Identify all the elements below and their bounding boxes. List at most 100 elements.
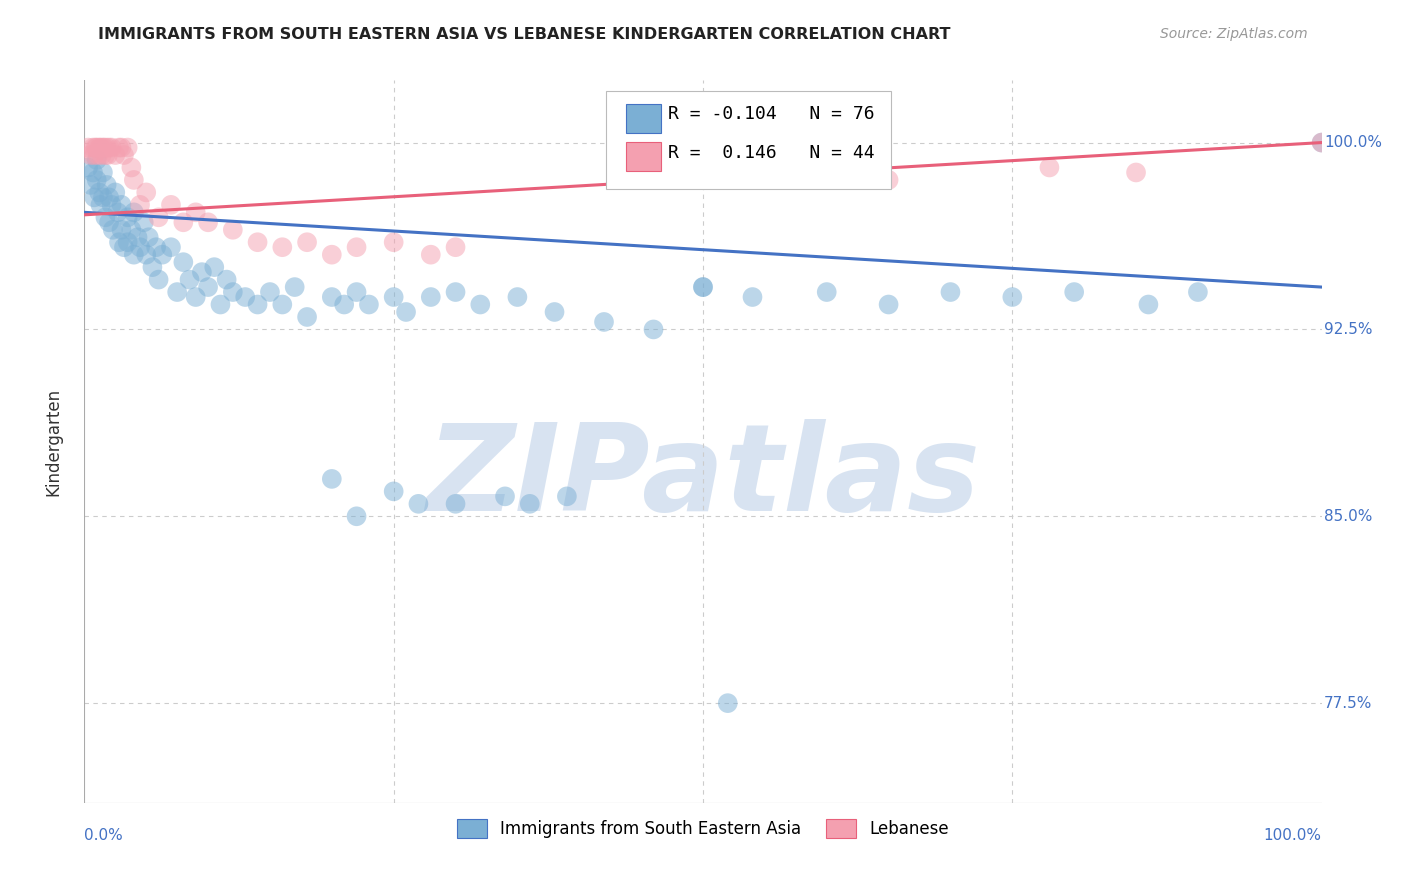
Point xyxy=(172,255,194,269)
Point xyxy=(197,280,219,294)
FancyBboxPatch shape xyxy=(626,142,661,170)
Point xyxy=(179,272,201,286)
Text: 0.0%: 0.0% xyxy=(84,828,124,843)
Point xyxy=(82,165,104,179)
Point xyxy=(444,240,467,254)
Point xyxy=(132,215,155,229)
Point xyxy=(96,140,118,154)
Point xyxy=(815,285,838,299)
Point xyxy=(77,140,100,154)
Point xyxy=(741,290,763,304)
Point xyxy=(246,297,269,311)
Point xyxy=(120,223,142,237)
Text: 85.0%: 85.0% xyxy=(1324,508,1372,524)
Point xyxy=(346,509,368,524)
Point xyxy=(1187,285,1209,299)
Point xyxy=(91,165,114,179)
Point xyxy=(259,285,281,299)
Point xyxy=(333,297,356,311)
Point xyxy=(346,240,368,254)
Point xyxy=(98,190,121,204)
Point xyxy=(89,198,111,212)
Point xyxy=(104,148,127,162)
Text: 100.0%: 100.0% xyxy=(1264,828,1322,843)
Point xyxy=(321,472,343,486)
Point xyxy=(692,280,714,294)
Point xyxy=(110,223,132,237)
Point xyxy=(222,223,245,237)
Point xyxy=(295,235,318,250)
Text: IMMIGRANTS FROM SOUTH EASTERN ASIA VS LEBANESE KINDERGARTEN CORRELATION CHART: IMMIGRANTS FROM SOUTH EASTERN ASIA VS LE… xyxy=(98,27,950,42)
Point xyxy=(419,290,441,304)
Point xyxy=(112,148,135,162)
Point xyxy=(101,223,124,237)
Point xyxy=(1310,136,1333,150)
Point xyxy=(1310,136,1333,150)
Point xyxy=(1001,290,1024,304)
Point xyxy=(284,280,307,294)
Point xyxy=(86,153,108,167)
Text: Kindergarten: Kindergarten xyxy=(45,387,62,496)
Point xyxy=(172,215,194,229)
FancyBboxPatch shape xyxy=(606,91,891,189)
Point xyxy=(104,186,127,200)
Text: ZIPatlas: ZIPatlas xyxy=(426,419,980,536)
Point xyxy=(543,305,565,319)
Text: 77.5%: 77.5% xyxy=(1324,696,1372,711)
Point xyxy=(135,186,157,200)
Point xyxy=(408,497,430,511)
Point xyxy=(184,205,207,219)
Point xyxy=(877,173,900,187)
Point xyxy=(117,235,139,250)
Point xyxy=(110,140,132,154)
Point xyxy=(91,190,114,204)
Point xyxy=(89,140,111,154)
Point xyxy=(96,178,118,192)
Point xyxy=(382,290,405,304)
Point xyxy=(939,285,962,299)
Point xyxy=(202,260,225,274)
Point xyxy=(148,211,170,225)
Point xyxy=(382,484,405,499)
Point xyxy=(79,178,101,192)
Point xyxy=(145,240,167,254)
Point xyxy=(110,198,132,212)
Point xyxy=(1038,161,1060,175)
Point xyxy=(91,140,114,154)
Point xyxy=(506,290,529,304)
Point xyxy=(494,489,516,503)
Point xyxy=(108,235,131,250)
Point xyxy=(877,297,900,311)
Point xyxy=(98,140,121,154)
Point xyxy=(82,140,104,154)
Point xyxy=(120,161,142,175)
Point xyxy=(197,215,219,229)
Point xyxy=(148,272,170,286)
Point xyxy=(191,265,214,279)
Point xyxy=(1063,285,1085,299)
Point xyxy=(395,305,418,319)
Point xyxy=(141,260,163,274)
Text: 92.5%: 92.5% xyxy=(1324,322,1372,337)
Point xyxy=(643,322,665,336)
Point xyxy=(83,148,105,162)
Point xyxy=(83,190,105,204)
Legend: Immigrants from South Eastern Asia, Lebanese: Immigrants from South Eastern Asia, Leba… xyxy=(450,813,956,845)
Point xyxy=(117,140,139,154)
Text: R = -0.104   N = 76: R = -0.104 N = 76 xyxy=(668,105,875,123)
Point xyxy=(222,285,245,299)
Point xyxy=(79,148,101,162)
Point xyxy=(692,280,714,294)
Point xyxy=(209,297,232,311)
Point xyxy=(127,230,149,244)
Text: 100.0%: 100.0% xyxy=(1324,135,1382,150)
Point xyxy=(160,240,183,254)
Point xyxy=(346,285,368,299)
Point xyxy=(160,198,183,212)
Point xyxy=(84,140,107,154)
Point xyxy=(122,248,145,262)
Point xyxy=(100,140,122,154)
Point xyxy=(77,161,100,175)
Point xyxy=(215,272,238,286)
Point xyxy=(100,198,122,212)
